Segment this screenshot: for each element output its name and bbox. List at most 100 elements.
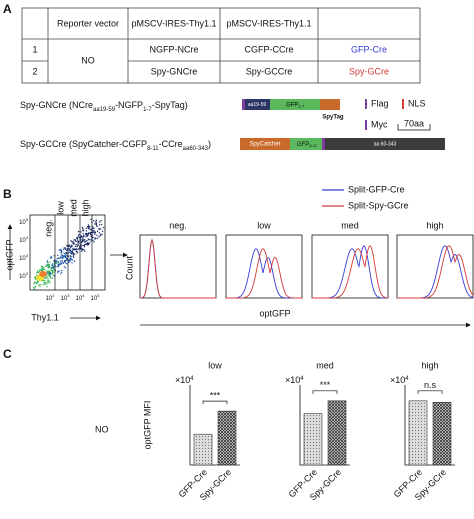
event	[100, 223, 103, 226]
event	[34, 278, 37, 280]
event	[68, 255, 70, 257]
event	[66, 245, 68, 247]
event	[69, 257, 71, 259]
table-header: pMSCV-IRES-Thy1.1	[226, 18, 311, 28]
event	[47, 270, 49, 272]
domain-label: SpyTag	[322, 115, 344, 121]
scale-base: ×10	[175, 375, 190, 385]
event	[45, 277, 47, 279]
tick-exp: 5	[26, 217, 29, 222]
event	[100, 233, 102, 236]
event	[74, 253, 76, 255]
tick-base: 10	[19, 238, 26, 244]
event	[68, 259, 70, 262]
legend-label: Split-GFP-Cre	[348, 184, 405, 194]
event	[48, 270, 51, 272]
event	[59, 263, 61, 266]
event	[44, 283, 47, 286]
event	[73, 248, 76, 251]
event	[81, 250, 83, 252]
event	[41, 269, 44, 272]
tick-exp: 4	[82, 293, 85, 298]
event	[33, 283, 35, 285]
event	[53, 271, 55, 273]
event	[61, 256, 64, 258]
gate-label: med	[68, 199, 78, 217]
event	[72, 255, 75, 258]
event	[70, 252, 73, 255]
gate-label: high	[80, 199, 90, 216]
event	[48, 265, 50, 267]
significance-bracket	[202, 400, 228, 405]
event	[81, 235, 83, 238]
event	[73, 239, 75, 241]
event	[62, 262, 64, 265]
bar	[432, 402, 452, 466]
event	[46, 263, 48, 266]
event	[72, 241, 74, 243]
event	[47, 282, 49, 285]
event	[78, 233, 80, 236]
event	[48, 279, 50, 282]
event	[58, 257, 61, 260]
event	[82, 244, 84, 247]
event	[36, 282, 38, 285]
event	[65, 255, 67, 257]
event	[94, 232, 97, 234]
event	[69, 250, 71, 252]
event	[84, 233, 87, 235]
tick-base: 10	[91, 296, 98, 302]
event	[59, 249, 61, 251]
event	[63, 260, 66, 262]
event	[85, 235, 87, 238]
event	[99, 235, 101, 237]
event	[94, 223, 96, 225]
event	[49, 276, 52, 279]
panel-label: B	[3, 187, 12, 201]
event	[74, 239, 76, 241]
event	[33, 288, 36, 290]
event	[82, 230, 85, 232]
event	[53, 269, 55, 272]
histogram-curve	[312, 245, 389, 299]
event	[93, 229, 95, 232]
tick-exp: 2	[26, 271, 29, 276]
tick-base: 10	[19, 220, 26, 226]
histogram-title: low	[257, 220, 271, 230]
event	[50, 272, 52, 275]
axis-label: optGFP	[259, 308, 290, 318]
event	[49, 257, 52, 259]
event	[68, 261, 70, 263]
tick-label: 102	[19, 271, 29, 280]
event	[83, 250, 86, 252]
histogram-title: med	[341, 220, 359, 230]
event	[93, 231, 95, 233]
event	[70, 258, 73, 260]
event	[62, 255, 65, 257]
event	[40, 265, 43, 268]
event	[58, 262, 60, 264]
event	[80, 244, 82, 246]
event	[56, 262, 58, 264]
panel-label: C	[3, 347, 12, 361]
event	[95, 219, 98, 222]
domain-label: GFP1-7	[286, 102, 305, 108]
event	[46, 261, 48, 263]
event	[76, 245, 78, 248]
event	[68, 245, 70, 247]
event	[43, 267, 45, 269]
event	[102, 226, 105, 229]
axis-label: optGFP	[4, 239, 14, 270]
bar	[193, 433, 213, 466]
event	[76, 251, 79, 253]
event	[46, 270, 48, 273]
event	[86, 235, 89, 237]
event	[46, 280, 49, 282]
event	[80, 231, 82, 233]
event	[89, 226, 91, 228]
table-cell: NO	[81, 55, 95, 65]
table-cell: GFP-Cre	[351, 44, 387, 54]
event	[75, 243, 77, 246]
scale-base: ×10	[390, 375, 405, 385]
event	[77, 230, 80, 233]
